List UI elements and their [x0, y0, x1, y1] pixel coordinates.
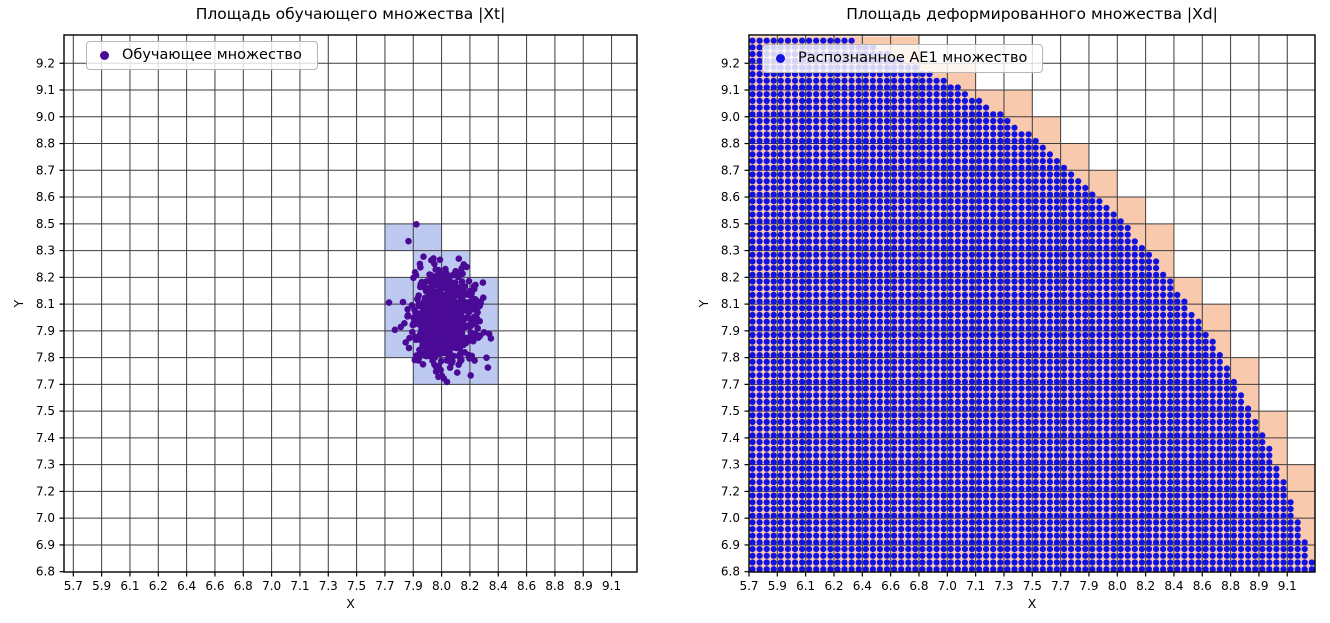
svg-text:7.8: 7.8 — [36, 351, 55, 365]
svg-text:7.9: 7.9 — [404, 579, 423, 593]
svg-text:8.2: 8.2 — [460, 579, 479, 593]
svg-text:8.1: 8.1 — [36, 297, 55, 311]
svg-text:9.0: 9.0 — [36, 110, 55, 124]
svg-text:7.0: 7.0 — [262, 579, 281, 593]
svg-text:7.2: 7.2 — [36, 484, 55, 498]
training-set-marker-icon — [100, 50, 109, 60]
svg-text:6.9: 6.9 — [36, 538, 55, 552]
svg-text:8.3: 8.3 — [36, 244, 55, 258]
tick-marks — [744, 62, 1288, 577]
right-plot-title: Площадь деформированного множества |Xd| — [846, 5, 1218, 23]
svg-text:7.3: 7.3 — [36, 458, 55, 472]
svg-text:8.6: 8.6 — [36, 190, 55, 204]
svg-text:5.7: 5.7 — [64, 579, 83, 593]
axis-labels: XY — [11, 299, 355, 611]
axis-labels: XY — [696, 299, 1037, 611]
left-legend-label: Обучающее множество — [122, 47, 302, 63]
svg-text:6.6: 6.6 — [205, 579, 224, 593]
grid-lines — [749, 35, 1315, 572]
svg-text:7.0: 7.0 — [36, 511, 55, 525]
svg-text:7.1: 7.1 — [290, 579, 309, 593]
svg-text:7.5: 7.5 — [36, 404, 55, 418]
svg-text:8.0: 8.0 — [432, 579, 451, 593]
svg-text:8.5: 8.5 — [36, 217, 55, 231]
svg-text:5.9: 5.9 — [92, 579, 111, 593]
svg-text:6.2: 6.2 — [149, 579, 168, 593]
svg-text:8.2: 8.2 — [36, 270, 55, 284]
svg-text:8.6: 8.6 — [517, 579, 536, 593]
svg-text:7.4: 7.4 — [36, 431, 55, 445]
tick-marks — [59, 62, 613, 577]
svg-text:7.7: 7.7 — [36, 377, 55, 391]
right-plot-legend: Распознанное AE1 множество — [762, 44, 1044, 73]
svg-text:X: X — [346, 596, 355, 611]
tick-labels: 5.7 5.9 6.1 6.2 6.4 6.6 6.8 7.0 7.1 7.3 7.5 7.7 7.9 8… — [721, 56, 1297, 593]
left-plot-legend: Обучающее множество — [86, 41, 318, 70]
svg-text:8.9: 8.9 — [574, 579, 593, 593]
tick-labels: 5.7 5.9 6.1 6.2 6.4 6.6 6.8 7.0 7.1 7.3 7.5 7.7 7.9 8… — [36, 56, 621, 593]
recognized-set-marker-icon — [776, 53, 785, 63]
data-points — [749, 37, 1315, 572]
svg-text:8.4: 8.4 — [489, 579, 508, 593]
svg-text:Y: Y — [11, 299, 26, 308]
svg-text:7.9: 7.9 — [36, 324, 55, 338]
svg-text:8.8: 8.8 — [36, 137, 55, 151]
svg-text:6.1: 6.1 — [120, 579, 139, 593]
svg-text:9.1: 9.1 — [602, 579, 621, 593]
svg-text:6.8: 6.8 — [234, 579, 253, 593]
svg-text:7.7: 7.7 — [375, 579, 394, 593]
data-points — [385, 221, 495, 386]
svg-text:8.8: 8.8 — [545, 579, 564, 593]
left-plot-title: Площадь обучающего множества |Xt| — [195, 5, 506, 23]
grid-lines — [64, 35, 637, 572]
svg-text:6.8: 6.8 — [36, 565, 55, 579]
svg-text:9.2: 9.2 — [36, 56, 55, 70]
svg-text:7.5: 7.5 — [347, 579, 366, 593]
svg-text:9.1: 9.1 — [36, 83, 55, 97]
svg-text:6.4: 6.4 — [177, 579, 196, 593]
right-legend-label: Распознанное AE1 множество — [798, 50, 1028, 66]
svg-text:8.7: 8.7 — [36, 163, 55, 177]
svg-text:7.3: 7.3 — [319, 579, 338, 593]
